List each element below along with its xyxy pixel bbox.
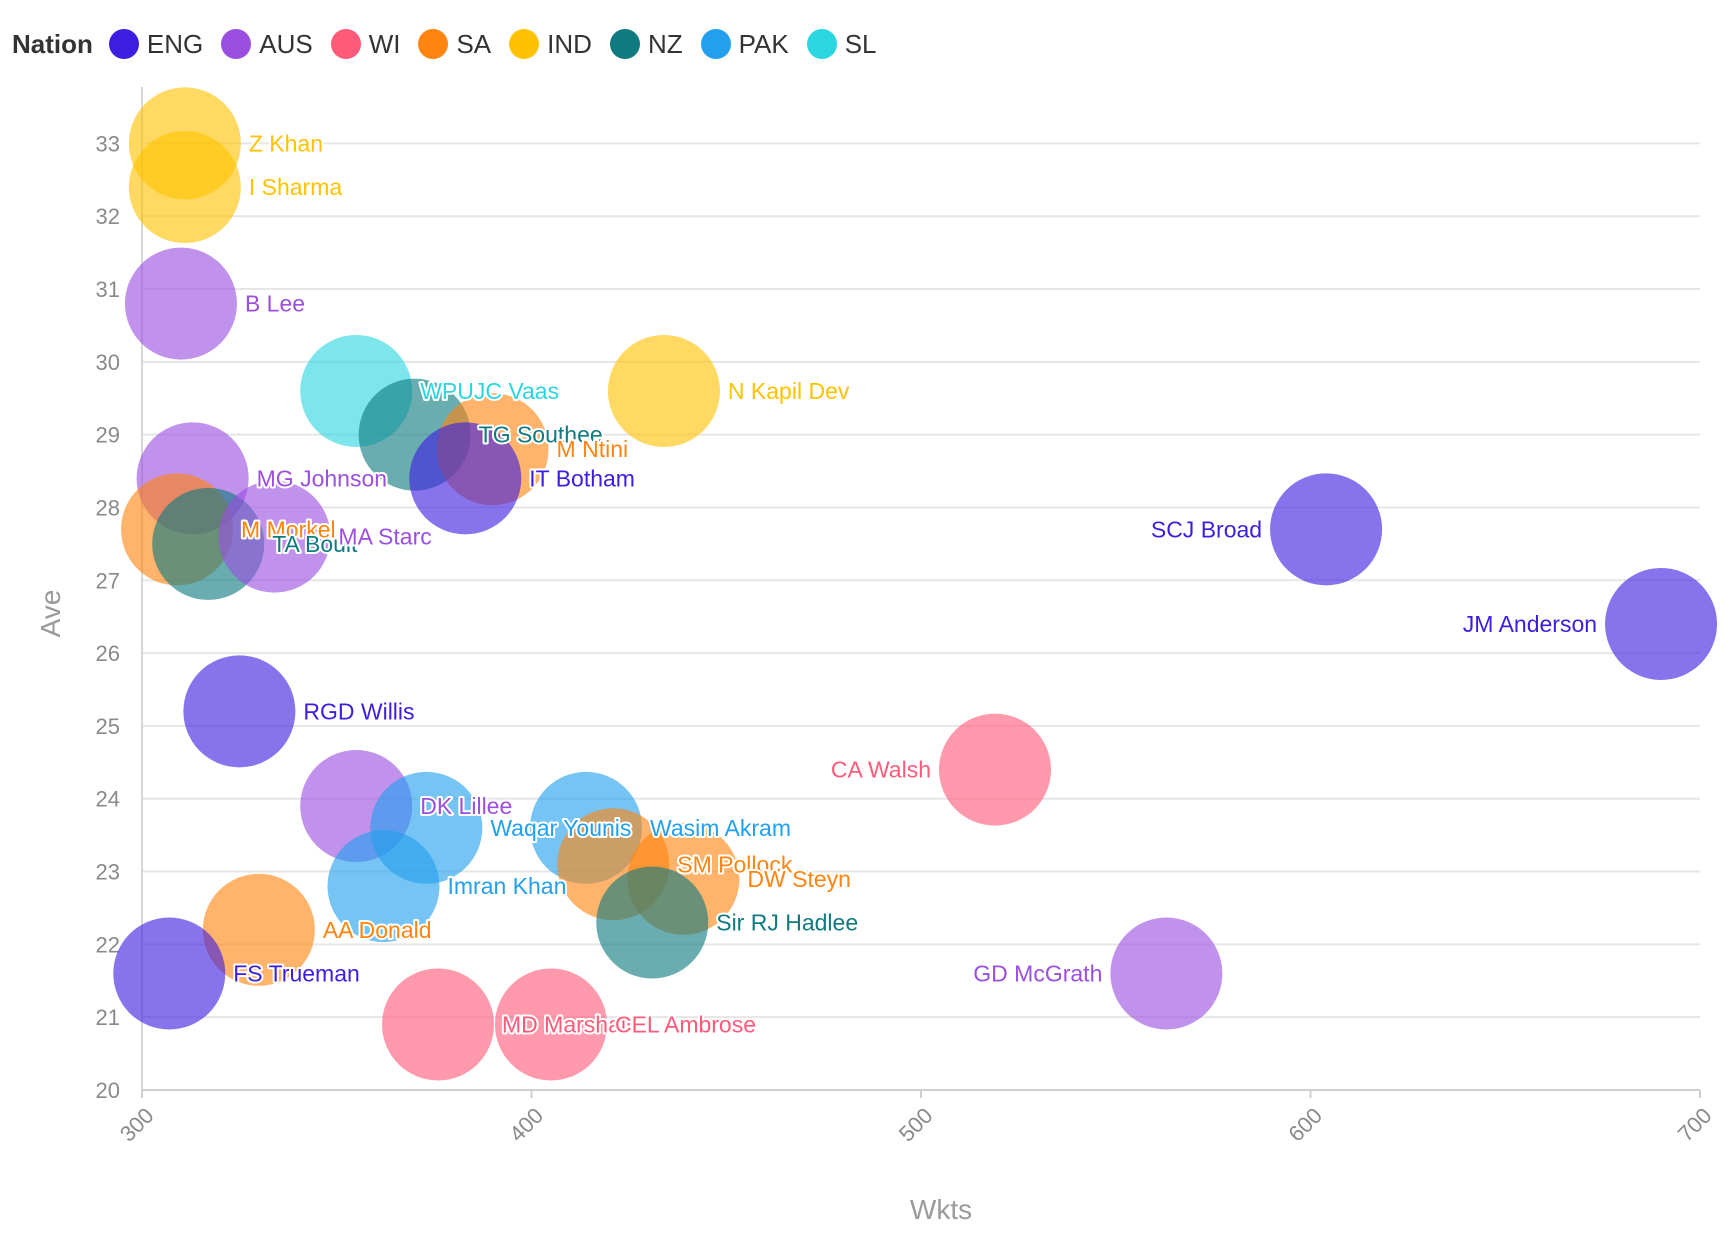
x-tick-label: 600 [1283, 1103, 1327, 1147]
y-tick-label: 29 [96, 423, 120, 448]
bubble-wi [382, 968, 495, 1081]
legend-item-ind[interactable]: IND [509, 29, 592, 60]
bubble-ind [607, 334, 720, 447]
bubble-eng [183, 655, 296, 768]
bubble-eng [409, 422, 522, 535]
legend-label: NZ [647, 28, 683, 59]
bubble-sa [202, 873, 315, 986]
legend: Nation ENG AUS WI SA IND NZ PAK SL [12, 22, 895, 66]
legend-title: Nation [12, 28, 93, 59]
y-tick-label: 20 [96, 1078, 120, 1103]
bubble-label: N Kapil Dev [728, 378, 850, 404]
bubble-label: Wasim Akram [650, 815, 791, 841]
bubble-aus [218, 480, 331, 593]
y-tick-label: 28 [96, 495, 120, 520]
legend-label: AUS [259, 28, 313, 59]
bubble-label: JM Anderson [1463, 611, 1597, 637]
legend-swatch [418, 29, 449, 59]
bubble-label: CA Walsh [831, 757, 931, 783]
bubble-wi [939, 713, 1052, 826]
legend-item-eng[interactable]: ENG [108, 28, 204, 60]
y-tick-label: 22 [96, 932, 120, 957]
bubble-label: RGD Willis [303, 698, 414, 724]
y-tick-label: 32 [96, 204, 120, 229]
bubble-label: WPUJC Vaas [420, 378, 559, 404]
bubble-label: DW Steyn [747, 866, 851, 892]
bubble-label: MG Johnson [257, 465, 387, 491]
bubble-label: AA Donald [323, 917, 432, 943]
y-tick-label: 33 [96, 131, 120, 156]
bubble-label: Imran Khan [447, 873, 566, 899]
bubble-label: M Morkel [241, 516, 336, 542]
bubble-eng [113, 917, 226, 1030]
y-tick-label: 23 [96, 860, 120, 885]
legend-label: SL [844, 28, 877, 59]
bubble-label: B Lee [245, 291, 305, 317]
legend-item-nz[interactable]: NZ [609, 28, 683, 60]
legend-item-aus[interactable]: AUS [221, 28, 313, 60]
legend-label: IND [547, 28, 592, 59]
bubble-label: I Sharma [249, 174, 343, 200]
legend-swatch [806, 29, 837, 59]
y-tick-label: 25 [96, 714, 120, 739]
bubble-label: MA Starc [338, 524, 431, 550]
x-tick-label: 400 [504, 1103, 548, 1147]
bubble-aus [124, 247, 237, 360]
legend-item-pak[interactable]: PAK [700, 28, 789, 60]
y-tick-label: 31 [96, 277, 120, 302]
legend-label: SA [456, 28, 492, 59]
bubble-label: TG Southee [479, 422, 603, 448]
y-tick-label: 30 [96, 350, 120, 375]
bubble-label: M Ntini [557, 436, 629, 462]
bubble-label: IT Botham [529, 465, 635, 491]
legend-item-sa[interactable]: SA [418, 29, 491, 60]
bubble-eng [1270, 473, 1383, 586]
x-tick-label: 700 [1673, 1103, 1717, 1147]
y-axis-title: Ave [35, 590, 66, 638]
bubble-label: Sir RJ Hadlee [716, 910, 858, 936]
legend-item-sl[interactable]: SL [806, 28, 877, 60]
bubble-nz [596, 866, 709, 979]
bubbles [113, 87, 1718, 1081]
bubble-label: FS Trueman [233, 960, 360, 986]
y-tick-label: 26 [96, 641, 120, 666]
bubble-ind [128, 131, 241, 244]
bubble-pak [327, 830, 440, 943]
bubble-eng [1605, 567, 1718, 680]
x-axis-title: Wkts [910, 1194, 972, 1225]
x-tick-label: 300 [115, 1103, 159, 1147]
bubble-label: Z Khan [249, 130, 323, 156]
y-tick-label: 24 [96, 787, 120, 812]
bubble-label: GD McGrath [973, 960, 1102, 986]
legend-label: ENG [146, 28, 204, 59]
legend-swatch [108, 29, 139, 59]
legend-swatch [700, 29, 731, 59]
bubble-label: TA Boult [272, 531, 358, 557]
legend-swatch [221, 29, 252, 59]
legend-swatch [609, 29, 640, 59]
legend-swatch [330, 29, 361, 59]
bubble-wi [494, 968, 607, 1081]
bubble-label: CEL Ambrose [615, 1011, 756, 1037]
y-tick-label: 21 [96, 1005, 120, 1030]
legend-item-wi[interactable]: WI [330, 28, 401, 60]
bubble-label: SM Pollock [677, 851, 793, 877]
bubble-label: SCJ Broad [1151, 516, 1262, 542]
legend-label: WI [368, 28, 401, 59]
bubble-label: DK Lillee [420, 793, 512, 819]
y-tick-label: 27 [96, 568, 120, 593]
bubble-label: MD Marshall [502, 1011, 631, 1037]
bubble-label: Waqar Younis [490, 815, 631, 841]
legend-label: PAK [738, 28, 789, 59]
legend-swatch [509, 29, 540, 59]
x-tick-label: 500 [894, 1103, 938, 1147]
bubble-aus [1110, 917, 1223, 1030]
